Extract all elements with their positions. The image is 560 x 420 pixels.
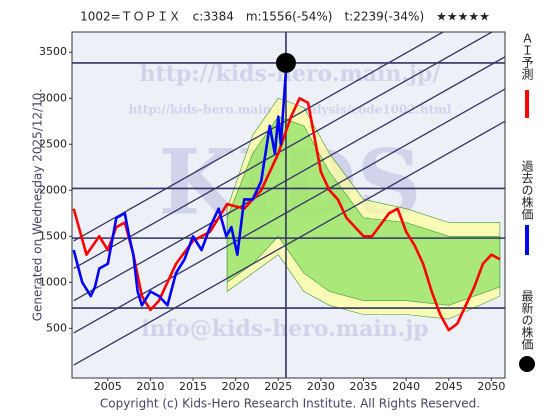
x-tick-label: 2025 [264, 380, 292, 393]
legend-label: 過去の株価 [520, 160, 534, 220]
x-tick-label: 2045 [435, 380, 463, 393]
y-tick-label: 500 [46, 321, 67, 334]
forecast-band [226, 116, 501, 306]
x-tick-label: 2015 [179, 380, 207, 393]
y-tick-label: 2000 [39, 183, 67, 196]
x-tick-label: 2035 [350, 380, 378, 393]
y-tick-label: 1500 [39, 229, 67, 242]
subtitle: Generated on Wednesday 2025/12/10. [31, 89, 45, 322]
legend-swatch [519, 356, 535, 372]
chart-title: 1002=ＴＯＰＩＸ c:3384 m:1556(-54%) t:2239(-3… [80, 10, 490, 24]
watermark: info@kids-hero.main.jp [141, 316, 428, 342]
x-tick-label: 2050 [477, 380, 505, 393]
x-tick-label: 2005 [94, 380, 122, 393]
series-line [72, 96, 501, 332]
trend-line [73, 120, 505, 366]
x-tick-label: 2020 [222, 380, 250, 393]
series-line [72, 70, 288, 307]
trend-line [73, 56, 505, 302]
legend-label: 最新の株価 [520, 290, 534, 350]
legend-label: ＡＩ予測 [520, 32, 534, 81]
x-tick-label: 2030 [307, 380, 335, 393]
y-tick-label: 3500 [39, 45, 67, 58]
y-tick-label: 3000 [39, 91, 67, 104]
y-tick-label: 2500 [39, 137, 67, 150]
x-tick-label: 2010 [136, 380, 164, 393]
trend-line [73, 32, 494, 270]
y-tick-label: 1000 [39, 275, 67, 288]
trend-line [73, 88, 505, 334]
latest-point [275, 52, 296, 73]
x-tick-label: 2040 [392, 380, 420, 393]
footer: Copyright (c) Kids-Hero Research Institu… [100, 397, 480, 411]
plot: http://kids-hero.main.jp/http://kids-her… [72, 32, 505, 378]
